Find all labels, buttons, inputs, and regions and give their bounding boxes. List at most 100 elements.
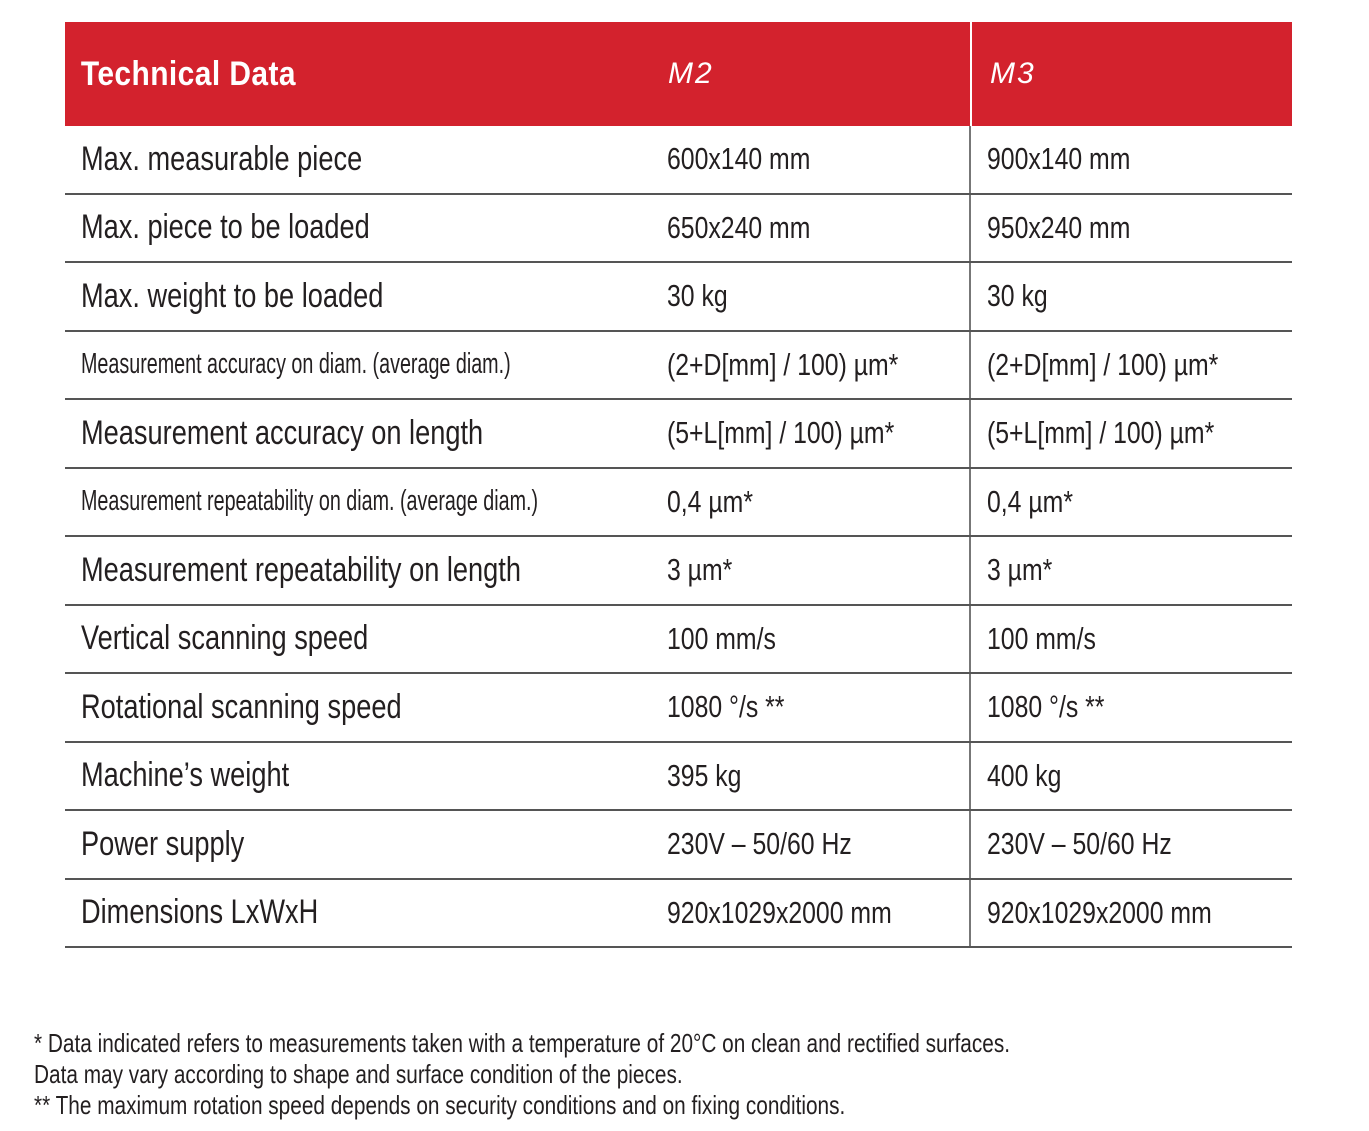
row-value-m3: 230V – 50/60 Hz bbox=[971, 811, 1292, 878]
row-value-m3: 950x240 mm bbox=[971, 195, 1292, 262]
table-row: Dimensions LxWxH 920x1029x2000 mm 920x1029… bbox=[65, 879, 1292, 948]
row-label-text: Power supply bbox=[81, 824, 245, 863]
table-header: Technical Data M2 M3 bbox=[65, 22, 1292, 126]
table-row: Max. weight to be loaded 30 kg 30 kg bbox=[65, 263, 1292, 332]
row-value-m3: (2+D[mm] / 100) µm* bbox=[971, 332, 1292, 399]
row-value-m2: 920x1029x2000 mm bbox=[650, 879, 971, 946]
value-m3-text: (5+L[mm] / 100) µm* bbox=[987, 415, 1215, 451]
row-label-text: Measurement accuracy on diam. (average d… bbox=[81, 348, 511, 381]
value-m3-text: 900x140 mm bbox=[987, 141, 1131, 177]
row-value-m2: 100 mm/s bbox=[650, 605, 971, 672]
table-row: Max. piece to be loaded 650x240 mm 950x240… bbox=[65, 194, 1292, 263]
row-value-m2: 395 kg bbox=[650, 742, 971, 809]
row-value-m3: 900x140 mm bbox=[971, 126, 1292, 193]
row-label: Max. weight to be loaded bbox=[65, 263, 650, 330]
table-row: Max. measurable piece 600x140 mm 900x140 m… bbox=[65, 126, 1292, 195]
row-value-m3: 30 kg bbox=[971, 263, 1292, 330]
value-m3-text: 100 mm/s bbox=[987, 620, 1096, 656]
value-m3-text: 1080 °/s ** bbox=[987, 689, 1105, 725]
row-value-m2: (2+D[mm] / 100) µm* bbox=[650, 331, 971, 398]
table-row: Rotational scanning speed 1080 °/s ** 1080… bbox=[65, 674, 1292, 743]
value-m2-text: 30 kg bbox=[667, 278, 728, 314]
row-value-m3: 0,4 µm* bbox=[971, 469, 1292, 536]
row-label: Max. measurable piece bbox=[65, 126, 650, 193]
row-value-m3: (5+L[mm] / 100) µm* bbox=[971, 400, 1292, 467]
value-m3-text: 230V – 50/60 Hz bbox=[987, 826, 1172, 862]
table-body: Max. measurable piece 600x140 mm 900x140 m… bbox=[65, 126, 1292, 948]
value-m3-text: 30 kg bbox=[987, 278, 1048, 314]
footnote: * Data indicated refers to measurements … bbox=[34, 1028, 1254, 1059]
row-value-m3: 100 mm/s bbox=[971, 606, 1292, 673]
row-label: Measurement repeatability on length bbox=[65, 537, 650, 604]
model-m3-label: M3 bbox=[990, 57, 1036, 90]
row-value-m2: 600x140 mm bbox=[650, 126, 971, 193]
value-m3-text: (2+D[mm] / 100) µm* bbox=[987, 346, 1219, 382]
row-value-m2: 650x240 mm bbox=[650, 194, 971, 261]
row-value-m3: 400 kg bbox=[971, 743, 1292, 810]
header-title-cell: Technical Data bbox=[65, 22, 650, 126]
row-label: Power supply bbox=[65, 811, 650, 878]
row-label-text: Measurement repeatability on diam. (aver… bbox=[81, 485, 539, 518]
row-label: Measurement repeatability on diam. (aver… bbox=[65, 469, 650, 536]
value-m3-text: 920x1029x2000 mm bbox=[987, 894, 1212, 930]
model-m2-label: M2 bbox=[668, 57, 714, 90]
footnote-text: Data may vary according to shape and sur… bbox=[34, 1059, 683, 1089]
technical-data-table: Technical Data M2 M3 Max. measurable pie… bbox=[65, 22, 1292, 948]
row-label-text: Max. measurable piece bbox=[81, 139, 363, 178]
row-label: Measurement accuracy on diam. (average d… bbox=[65, 332, 650, 399]
table-row: Measurement repeatability on diam. (aver… bbox=[65, 468, 1292, 537]
row-label: Machine’s weight bbox=[65, 743, 650, 810]
value-m2-text: 0,4 µm* bbox=[667, 483, 753, 519]
row-label-text: Machine’s weight bbox=[81, 756, 290, 795]
row-label: Vertical scanning speed bbox=[65, 606, 650, 673]
row-value-m2: 0,4 µm* bbox=[650, 468, 971, 535]
value-m3-text: 3 µm* bbox=[987, 552, 1053, 588]
row-value-m2: 30 kg bbox=[650, 263, 971, 330]
value-m2-text: 920x1029x2000 mm bbox=[667, 894, 892, 930]
table-row: Measurement repeatability on length 3 µm*… bbox=[65, 537, 1292, 606]
row-label-text: Dimensions LxWxH bbox=[81, 893, 319, 932]
value-m3-text: 400 kg bbox=[987, 757, 1062, 793]
value-m2-text: 3 µm* bbox=[667, 552, 733, 588]
value-m2-text: (2+D[mm] / 100) µm* bbox=[667, 346, 899, 382]
value-m2-text: 230V – 50/60 Hz bbox=[667, 826, 852, 862]
table-row: Machine’s weight 395 kg 400 kg bbox=[65, 742, 1292, 811]
row-label: Max. piece to be loaded bbox=[65, 195, 650, 262]
table-row: Vertical scanning speed 100 mm/s 100 mm/s bbox=[65, 605, 1292, 674]
table-row: Power supply 230V – 50/60 Hz 230V – 50/60 … bbox=[65, 811, 1292, 880]
value-m2-text: 650x240 mm bbox=[667, 209, 811, 245]
row-label-text: Max. weight to be loaded bbox=[81, 276, 384, 315]
value-m3-text: 950x240 mm bbox=[987, 209, 1131, 245]
table-title: Technical Data bbox=[80, 54, 296, 93]
value-m2-text: 1080 °/s ** bbox=[667, 689, 785, 725]
row-label-text: Measurement repeatability on length bbox=[81, 550, 521, 589]
footnotes: * Data indicated refers to measurements … bbox=[34, 1028, 1254, 1121]
row-value-m3: 1080 °/s ** bbox=[971, 674, 1292, 741]
value-m2-text: (5+L[mm] / 100) µm* bbox=[667, 415, 895, 451]
row-label-text: Rotational scanning speed bbox=[81, 687, 402, 726]
value-m2-text: 395 kg bbox=[667, 757, 742, 793]
footnote: Data may vary according to shape and sur… bbox=[34, 1059, 1254, 1090]
header-model-m3: M3 bbox=[972, 22, 1292, 126]
row-label-text: Max. piece to be loaded bbox=[81, 208, 370, 247]
value-m2-text: 600x140 mm bbox=[667, 141, 811, 177]
table-row: Measurement accuracy on length (5+L[mm] /… bbox=[65, 400, 1292, 469]
value-m2-text: 100 mm/s bbox=[667, 620, 776, 656]
row-value-m3: 3 µm* bbox=[971, 537, 1292, 604]
table-row: Measurement accuracy on diam. (average d… bbox=[65, 331, 1292, 400]
row-value-m2: (5+L[mm] / 100) µm* bbox=[650, 400, 971, 467]
footnote-text: * Data indicated refers to measurements … bbox=[34, 1028, 1011, 1058]
row-value-m2: 3 µm* bbox=[650, 537, 971, 604]
footnote-text: ** The maximum rotation speed depends on… bbox=[34, 1090, 846, 1120]
row-label: Dimensions LxWxH bbox=[65, 880, 650, 947]
value-m3-text: 0,4 µm* bbox=[987, 483, 1073, 519]
row-value-m2: 1080 °/s ** bbox=[650, 674, 971, 741]
row-label: Rotational scanning speed bbox=[65, 674, 650, 741]
row-label-text: Measurement accuracy on length bbox=[81, 413, 484, 452]
row-label-text: Vertical scanning speed bbox=[81, 619, 369, 658]
row-value-m2: 230V – 50/60 Hz bbox=[650, 811, 971, 878]
row-value-m3: 920x1029x2000 mm bbox=[971, 880, 1292, 947]
header-model-m2: M2 bbox=[650, 22, 972, 126]
row-label: Measurement accuracy on length bbox=[65, 400, 650, 467]
footnote: ** The maximum rotation speed depends on… bbox=[34, 1090, 1254, 1121]
